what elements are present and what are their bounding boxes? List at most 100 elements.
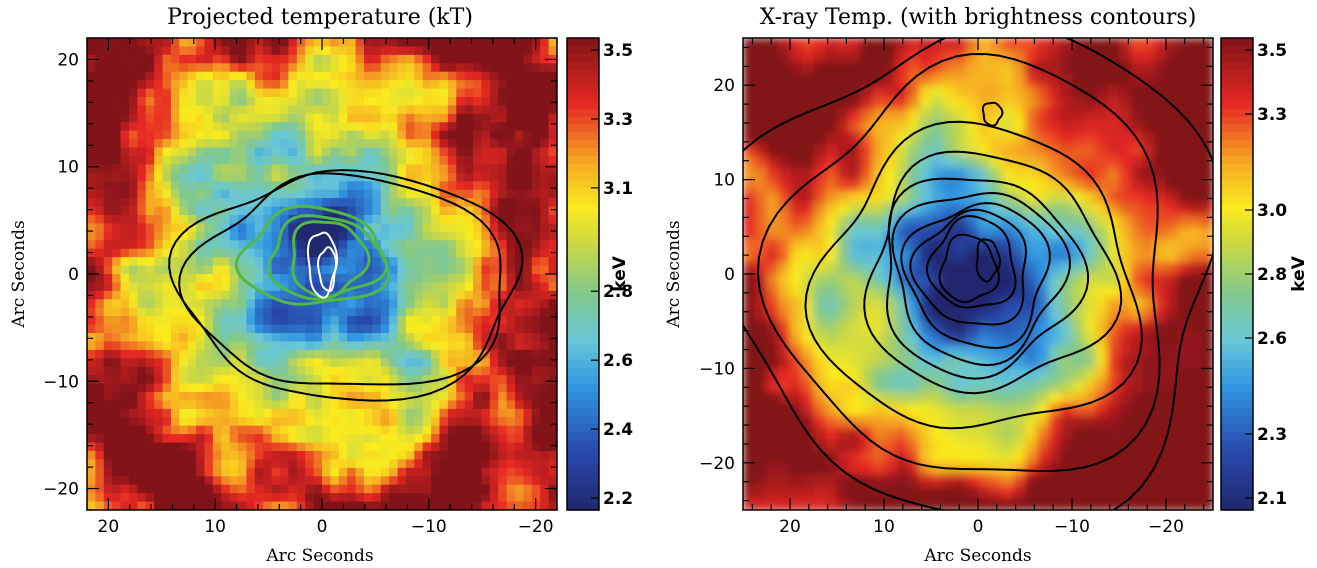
left-heatmap-cell [322,257,331,267]
right-heatmap-cell [872,368,885,381]
right-heatmap-cell [790,179,803,192]
left-heatmap-cell [456,130,466,140]
left-heatmap-cell [372,63,382,73]
left-heatmap-cell [464,400,474,410]
left-heatmap-cell [87,408,96,418]
left-heatmap-cell [120,130,130,140]
left-heatmap-cell [95,476,105,486]
left-heatmap-cell [204,375,214,385]
left-heatmap-cell [238,451,248,461]
right-heatmap-cell [743,380,756,393]
left-heatmap-cell [422,484,432,494]
right-heatmap-cell [1001,474,1014,487]
right-heatmap-cell [1001,132,1014,145]
left-heatmap-cell [246,451,256,461]
left-heatmap-cell [204,97,214,107]
right-heatmap-cell [884,380,897,393]
right-heatmap-cell [954,38,967,51]
right-heatmap-cell [954,274,967,287]
right-heatmap-cell [837,191,850,204]
right-heatmap-cell [754,392,768,405]
right-heatmap-cell [754,380,768,393]
left-heatmap-cell [280,341,290,351]
left-heatmap-cell [120,400,130,410]
left-heatmap-cell [179,408,189,418]
left-heatmap-cell [145,248,155,258]
left-heatmap-cell [288,493,298,503]
left-heatmap-cell [271,392,281,402]
right-heatmap-cell [1025,439,1038,452]
right-heatmap-cell [1072,427,1085,440]
right-heatmap-cell [1060,132,1073,145]
left-heatmap-cell [204,442,214,452]
left-heatmap-cell [170,392,180,402]
left-heatmap-cell [447,223,457,233]
left-heatmap-cell [288,459,298,469]
left-heatmap-cell [523,257,533,267]
left-heatmap-cell [380,434,390,444]
left-heatmap-cell [305,358,315,368]
right-heatmap-cell [895,321,909,334]
right-heatmap-cell [872,97,885,110]
left-heatmap-cell [422,265,432,275]
left-heatmap-cell [263,459,273,469]
right-heatmap-cell [790,462,803,476]
left-heatmap-cell [506,257,516,267]
right-heatmap-cell [1189,462,1202,476]
left-heatmap-cell [414,156,424,166]
left-heatmap-cell [196,425,206,435]
left-heatmap-cell [405,215,415,225]
left-colorbar-segment [567,179,599,189]
left-heatmap-cell [263,215,273,225]
left-heatmap-cell [280,265,290,275]
left-heatmap-cell [137,206,147,216]
left-heatmap-cell [456,383,466,393]
right-heatmap-cell [884,344,897,358]
left-heatmap-cell [397,156,407,166]
left-heatmap-cell [489,63,499,73]
left-heatmap-cell [103,257,113,267]
right-heatmap-cell [848,262,862,275]
left-heatmap-cell [322,417,331,427]
left-heatmap-cell [187,164,197,174]
right-heatmap-cell [1048,344,1061,358]
right-heatmap-cell [766,144,779,157]
left-heatmap-cell [439,349,449,359]
right-heatmap-cell [837,297,850,310]
left-heatmap-cell [447,459,457,469]
left-heatmap-cell [414,484,424,494]
right-heatmap-cell [1036,368,1050,381]
left-heatmap-cell [103,476,113,486]
left-heatmap-cell [355,349,365,359]
left-heatmap-cell [431,46,441,56]
right-heatmap-cell [907,486,920,499]
left-heatmap-cell [355,265,365,275]
left-heatmap-cell [187,333,197,343]
left-heatmap-cell [154,459,164,469]
left-heatmap-cell [397,130,407,140]
left-heatmap-cell [137,172,147,182]
right-heatmap-cell [825,179,838,192]
left-heatmap-cell [473,392,483,402]
right-heatmap-cell [860,61,873,74]
right-heatmap-cell [1177,203,1191,216]
right-heatmap-cell [778,49,791,63]
left-heatmap-cell [128,467,138,477]
left-heatmap-cell [372,408,382,418]
left-heatmap-cell [296,156,306,166]
left-colorbar-segment [567,116,599,126]
right-heatmap-cell [837,250,850,263]
right-heatmap-cell [860,262,873,275]
right-heatmap-cell [1072,215,1085,228]
left-heatmap-cell [296,476,306,486]
right-heatmap-cell [1142,427,1155,440]
left-heatmap-cell [128,54,138,64]
right-heatmap-cell [825,439,838,452]
left-heatmap-cell [464,80,474,90]
left-colorbar-segment [567,211,599,220]
left-heatmap-cell [405,80,415,90]
right-heatmap-cell [790,392,803,405]
right-heatmap-cell [1095,108,1108,122]
left-heatmap-cell [296,467,306,477]
left-heatmap-cell [128,46,138,56]
